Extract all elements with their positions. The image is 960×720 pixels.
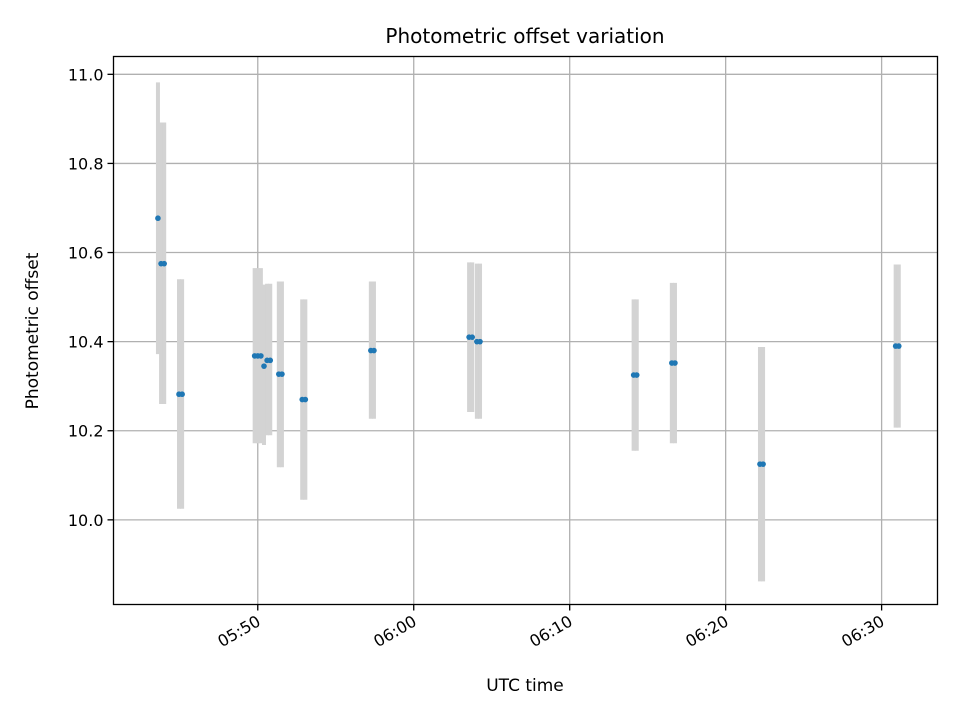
data-point: [155, 215, 161, 222]
data-points: [155, 215, 902, 467]
data-point: [267, 357, 274, 364]
chart-title: Photometric offset variation: [385, 24, 664, 48]
y-tick-label: 10.2: [68, 422, 104, 441]
data-point: [279, 371, 285, 377]
y-axis-label: Photometric offset: [23, 252, 43, 409]
data-point: [258, 353, 264, 359]
data-point: [672, 360, 678, 366]
data-point: [895, 343, 902, 349]
data-point: [633, 372, 640, 378]
y-tick-label: 10.0: [68, 511, 104, 530]
data-point: [261, 363, 267, 369]
data-point: [302, 396, 309, 403]
data-point: [469, 334, 476, 340]
y-axis-ticks: 10.0 10.2 10.4 10.6 10.8 11.0: [68, 65, 114, 530]
y-tick-label: 10.6: [68, 244, 104, 263]
y-tick-label: 11.0: [68, 65, 104, 84]
data-point: [760, 461, 766, 467]
x-axis-label: UTC time: [486, 676, 564, 696]
y-tick-label: 10.4: [68, 333, 104, 352]
data-point: [371, 347, 377, 354]
y-tick-label: 10.8: [68, 154, 104, 173]
grid: [113, 56, 938, 605]
data-point: [179, 391, 185, 398]
data-point: [161, 260, 167, 267]
data-point: [477, 338, 483, 345]
plot-frame: [112, 55, 939, 606]
